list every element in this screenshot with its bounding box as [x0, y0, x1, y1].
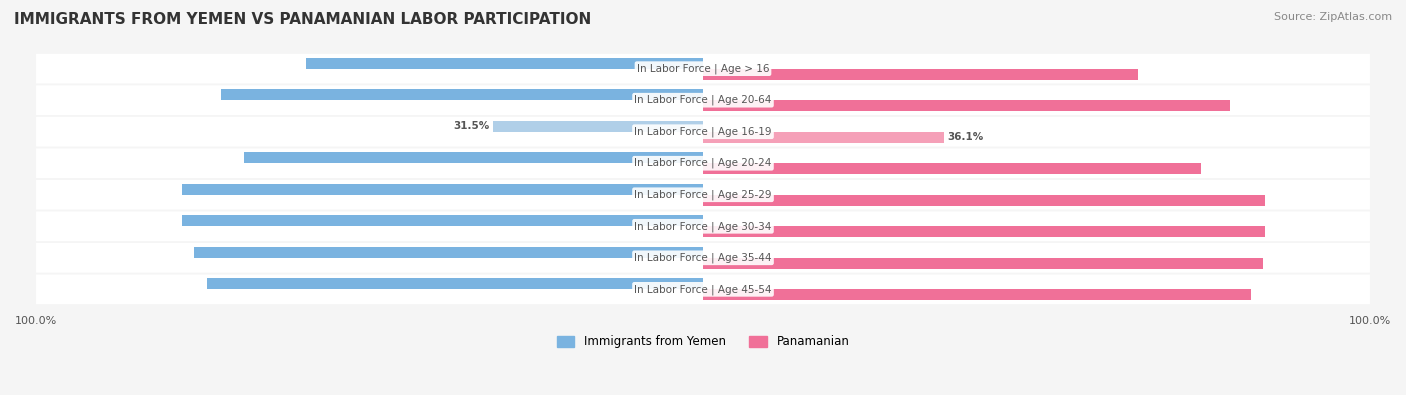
Text: 36.1%: 36.1% [948, 132, 983, 142]
Text: 82.2%: 82.2% [1254, 290, 1291, 300]
Text: In Labor Force | Age 25-29: In Labor Force | Age 25-29 [634, 190, 772, 200]
Text: 74.4%: 74.4% [167, 279, 204, 289]
Bar [703, 290, 1251, 300]
Text: In Labor Force | Age 16-19: In Labor Force | Age 16-19 [634, 126, 772, 137]
Bar [181, 215, 703, 226]
Text: 31.5%: 31.5% [453, 121, 489, 131]
Bar [181, 184, 703, 195]
Text: 76.3%: 76.3% [155, 247, 191, 257]
Text: IMMIGRANTS FROM YEMEN VS PANAMANIAN LABOR PARTICIPATION: IMMIGRANTS FROM YEMEN VS PANAMANIAN LABO… [14, 12, 592, 27]
FancyBboxPatch shape [37, 117, 1369, 147]
Text: 68.9%: 68.9% [204, 153, 240, 163]
Text: In Labor Force | Age > 16: In Labor Force | Age > 16 [637, 64, 769, 74]
Bar [703, 258, 1263, 269]
Text: 78.2%: 78.2% [142, 216, 179, 226]
Text: In Labor Force | Age 30-34: In Labor Force | Age 30-34 [634, 221, 772, 231]
Text: In Labor Force | Age 35-44: In Labor Force | Age 35-44 [634, 252, 772, 263]
Legend: Immigrants from Yemen, Panamanian: Immigrants from Yemen, Panamanian [553, 331, 853, 353]
Text: 79.1%: 79.1% [1234, 101, 1270, 111]
FancyBboxPatch shape [37, 243, 1369, 273]
Bar [703, 163, 1201, 174]
FancyBboxPatch shape [37, 180, 1369, 210]
Text: 78.2%: 78.2% [142, 184, 179, 194]
Bar [305, 58, 703, 69]
FancyBboxPatch shape [37, 275, 1369, 304]
Bar [703, 226, 1264, 237]
FancyBboxPatch shape [37, 54, 1369, 83]
FancyBboxPatch shape [37, 85, 1369, 115]
Bar [703, 100, 1230, 111]
FancyBboxPatch shape [37, 149, 1369, 178]
Bar [221, 89, 703, 100]
Text: In Labor Force | Age 20-24: In Labor Force | Age 20-24 [634, 158, 772, 169]
Text: In Labor Force | Age 45-54: In Labor Force | Age 45-54 [634, 284, 772, 295]
Text: In Labor Force | Age 20-64: In Labor Force | Age 20-64 [634, 95, 772, 105]
Text: 84.2%: 84.2% [1268, 227, 1305, 237]
Text: 72.3%: 72.3% [181, 90, 218, 100]
Text: Source: ZipAtlas.com: Source: ZipAtlas.com [1274, 12, 1392, 22]
Bar [703, 69, 1139, 80]
Bar [703, 132, 943, 143]
Text: 84.2%: 84.2% [1268, 195, 1305, 205]
Bar [243, 152, 703, 163]
Text: 74.7%: 74.7% [1205, 164, 1241, 174]
Bar [194, 247, 703, 258]
Text: 65.3%: 65.3% [1142, 69, 1178, 79]
Bar [494, 121, 703, 132]
Text: 59.6%: 59.6% [266, 58, 302, 68]
FancyBboxPatch shape [37, 211, 1369, 241]
Bar [207, 278, 703, 290]
Bar [703, 195, 1264, 206]
Text: 84.0%: 84.0% [1267, 258, 1303, 268]
